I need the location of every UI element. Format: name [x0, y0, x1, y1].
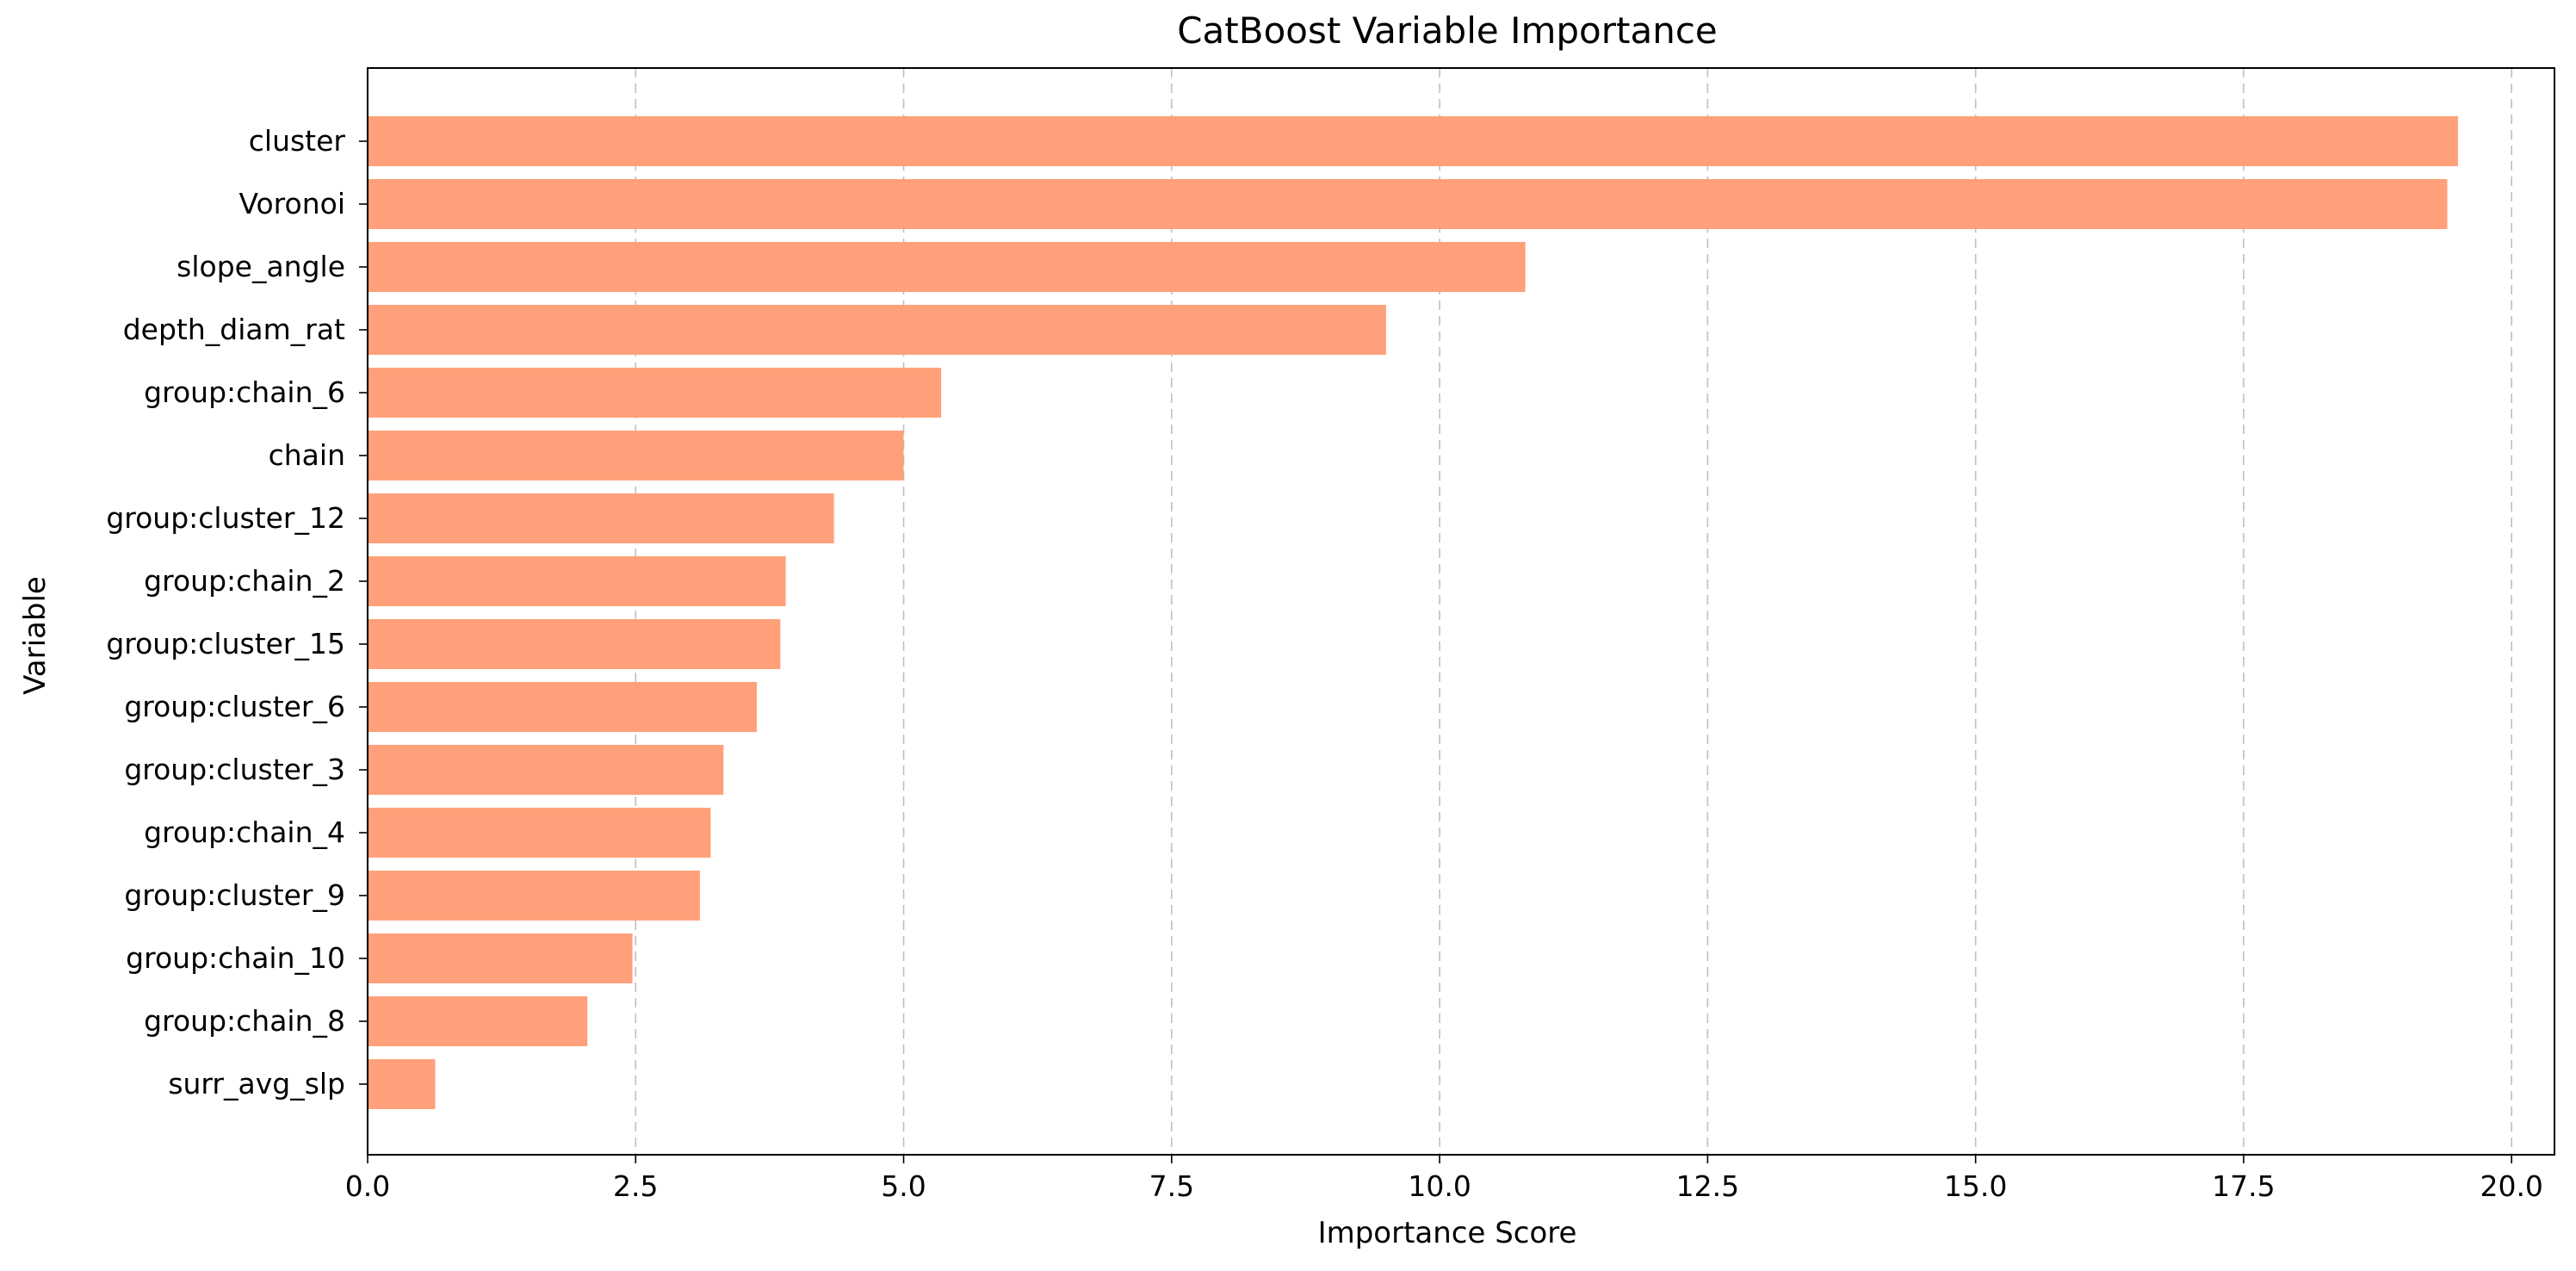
importance-bar: [368, 242, 1526, 292]
x-axis-label: Importance Score: [1318, 1216, 1577, 1250]
bars: [368, 116, 2458, 1109]
grid-lines: [635, 68, 2512, 1155]
x-tick-label: 17.5: [2212, 1169, 2275, 1203]
y-tick-label: slope_angle: [176, 250, 345, 283]
y-tick-label: group:chain_8: [144, 1004, 345, 1038]
x-tick-label: 15.0: [1944, 1169, 2007, 1203]
x-tick-label: 10.0: [1408, 1169, 1471, 1203]
importance-bar: [368, 1059, 436, 1109]
y-tick-label: group:cluster_9: [124, 878, 345, 912]
x-tick-label: 20.0: [2480, 1169, 2542, 1203]
importance-bar: [368, 619, 781, 669]
y-tick-label: group:chain_10: [126, 941, 345, 975]
x-tick-label: 7.5: [1149, 1169, 1194, 1203]
importance-bar: [368, 116, 2458, 166]
y-tick-label: cluster: [249, 124, 346, 158]
importance-bar: [368, 996, 588, 1046]
y-axis-ticks: cluster Voronoi slope_angle depth_diam_ratg…: [106, 124, 368, 1100]
importance-bar: [368, 431, 904, 480]
x-tick-label: 5.0: [881, 1169, 926, 1203]
importance-bar: [368, 556, 786, 606]
y-tick-label: group:chain_2: [144, 564, 345, 598]
importance-bar: [368, 305, 1386, 355]
y-tick-label: depth_diam_rat: [123, 313, 345, 346]
importance-bar: [368, 871, 700, 921]
y-tick-label: chain: [269, 438, 345, 472]
x-tick-label: 12.5: [1676, 1169, 1739, 1203]
importance-bar: [368, 808, 711, 858]
y-tick-label: Voronoi: [238, 187, 345, 220]
y-tick-label: surr_avg_slp: [168, 1067, 345, 1100]
importance-bar: [368, 493, 834, 543]
y-tick-label: group:cluster_12: [106, 501, 345, 535]
y-tick-label: group:chain_4: [144, 815, 345, 849]
chart-title: CatBoost Variable Importance: [1177, 9, 1718, 52]
x-axis-ticks: 0.0 2.5 5.0 7.5 10.0 12.5 15.0 17.5 20.0: [345, 1155, 2543, 1203]
x-tick-label: 0.0: [345, 1169, 390, 1203]
importance-bar: [368, 745, 724, 795]
importance-bar: [368, 682, 757, 732]
x-tick-label: 2.5: [613, 1169, 658, 1203]
plot-area-frame: [367, 67, 2555, 1156]
importance-bar: [368, 179, 2448, 229]
y-axis-label: Variable: [18, 576, 53, 695]
y-tick-label: group:chain_6: [144, 375, 345, 409]
importance-bar: [368, 368, 942, 418]
y-tick-label: group:cluster_15: [106, 627, 345, 660]
y-tick-label: group:cluster_3: [124, 753, 345, 786]
importance-bar: [368, 933, 633, 983]
y-tick-label: group:cluster_6: [124, 690, 345, 723]
